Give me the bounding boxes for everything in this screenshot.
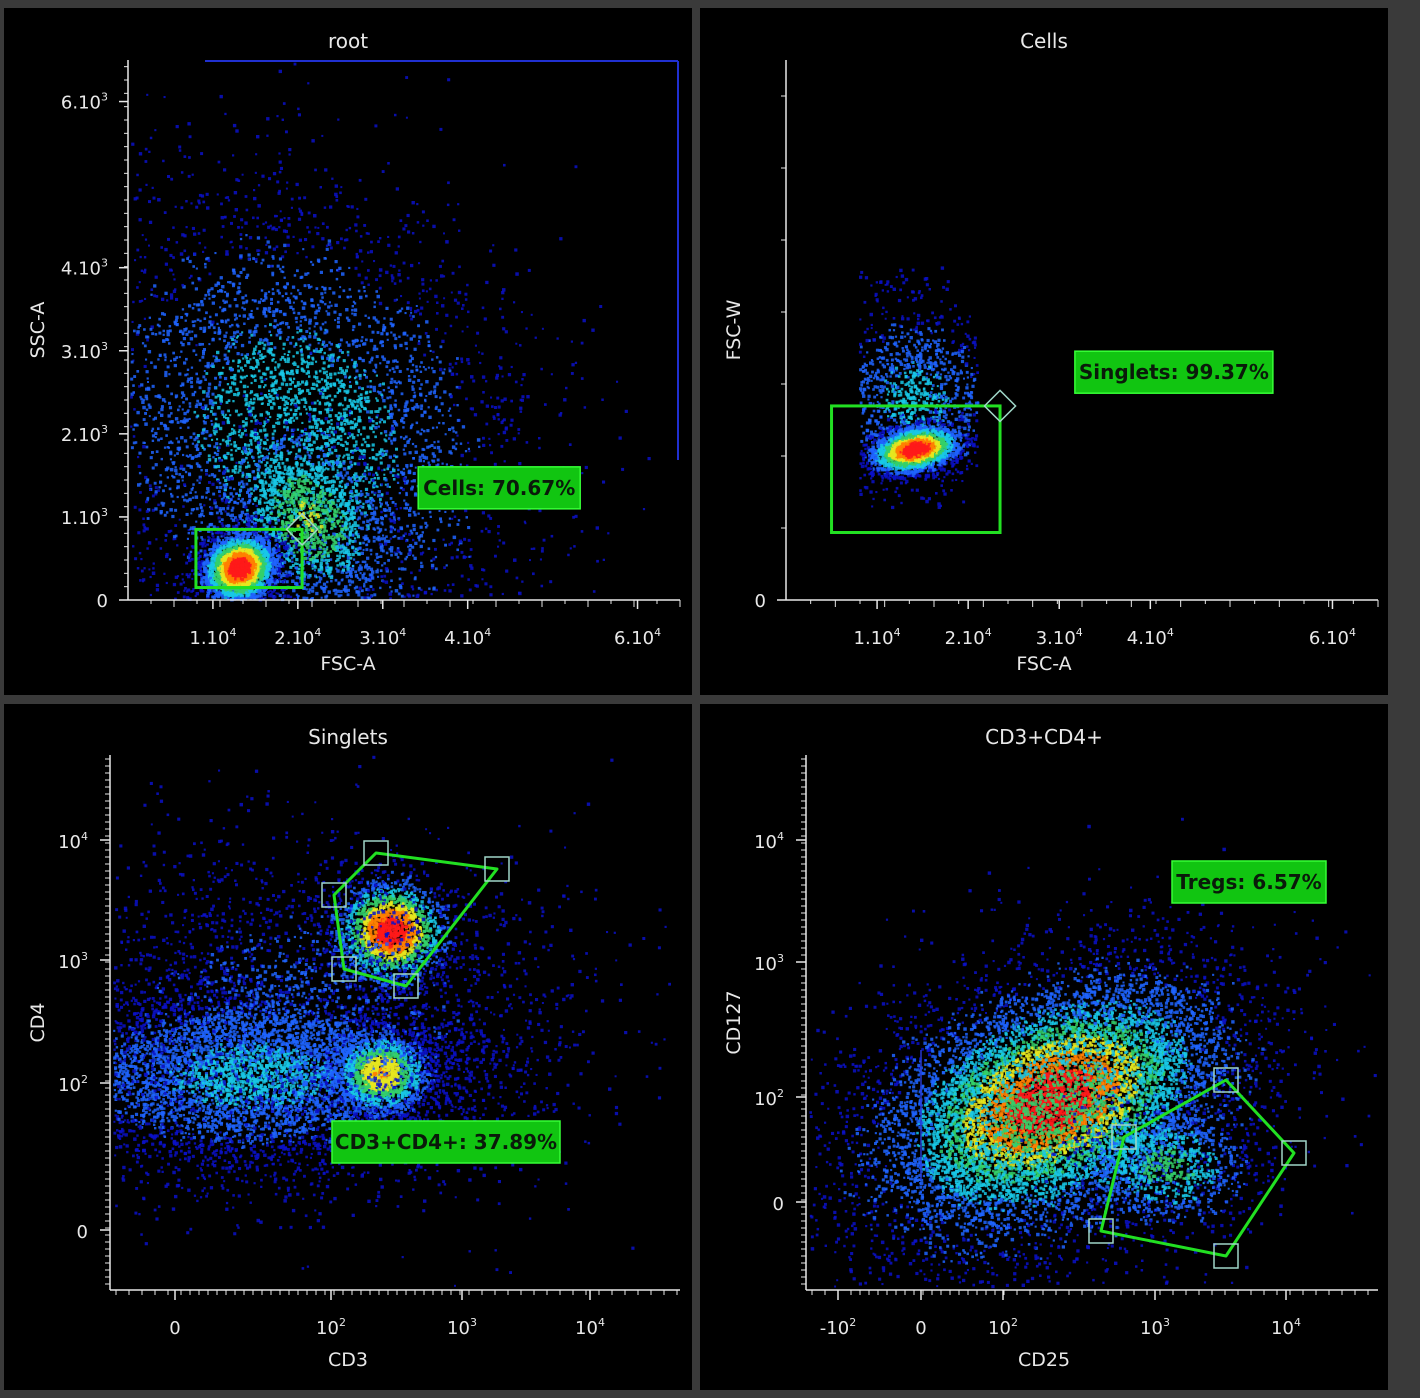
x-tick-label: 2.104 (945, 626, 992, 649)
gate-label[interactable]: Singlets: 99.37% (1074, 350, 1274, 394)
axes: -102 0 102 103 104 0 102 103 104 (754, 755, 1378, 1339)
x-tick-label: 102 (316, 1316, 346, 1339)
y-tick-label: 104 (754, 830, 784, 853)
gate-label-box (1074, 350, 1274, 394)
x-tick-label: 3.104 (359, 626, 406, 649)
x-tick-label: 102 (988, 1316, 1018, 1339)
plot-panel-3[interactable]: Singlets CD3 CD4 0 102 103 104 0 102 103 104 CD3+CD… (4, 704, 692, 1390)
x-tick-label: 103 (447, 1316, 477, 1339)
plot-background (700, 8, 1388, 695)
gate-label-text: CD3+CD4+: 37.89% (335, 1130, 557, 1154)
gate-label-text: Tregs: 6.57% (1176, 870, 1321, 894)
gate-label-text: Singlets: 99.37% (1079, 360, 1269, 384)
plot-panel-4[interactable]: CD3+CD4+ CD25 CD127 -102 0 102 103 104 0 102 103 10… (700, 704, 1388, 1390)
gate-label[interactable]: CD3+CD4+: 37.89% (331, 1120, 561, 1164)
x-tick-label: 2.104 (274, 626, 321, 649)
gate-tregs[interactable] (1088, 1067, 1307, 1269)
y-tick-label: 102 (58, 1073, 88, 1096)
x-tick-label: 6.104 (614, 626, 661, 649)
gate-vertex-handle-2[interactable] (393, 973, 419, 999)
y-tick-label: 1.103 (61, 506, 108, 529)
gate-vertex-handle-1[interactable] (484, 856, 510, 882)
panel-3-density (113, 755, 671, 1287)
y-axis-label: CD127 (723, 990, 745, 1054)
axes: 0 102 103 104 0 102 103 104 (58, 755, 680, 1339)
y-axis-label: FSC-W (723, 299, 745, 360)
x-tick-label: 4.104 (1127, 626, 1174, 649)
y-tick-label: 0 (773, 1194, 784, 1215)
y-tick-label: 103 (58, 950, 88, 973)
gate-singlets[interactable] (830, 389, 1017, 534)
gate-vertex-handle-4[interactable] (321, 882, 347, 908)
y-tick-label: 102 (754, 1087, 784, 1110)
x-tick-label: 0 (169, 1318, 180, 1339)
gate-vertex-handle-2[interactable] (1213, 1243, 1239, 1269)
gate-vertex-handle-4[interactable] (1111, 1124, 1137, 1150)
y-tick-label: 3.103 (61, 340, 108, 363)
gate-vertex-handle-3[interactable] (331, 956, 357, 982)
x-tick-label: 0 (915, 1318, 926, 1339)
y-axis-label: SSC-A (27, 302, 49, 359)
gate-vertex-handle-0[interactable] (363, 840, 389, 866)
x-axis-label: CD3 (328, 1349, 368, 1371)
gate-rectangle[interactable] (194, 527, 304, 590)
panel-1-density (130, 62, 651, 602)
gate-polygon[interactable] (332, 851, 499, 988)
y-tick-label: 0 (77, 1222, 88, 1243)
gate-rectangle[interactable] (830, 404, 1002, 534)
x-axis-label: FSC-A (320, 653, 375, 675)
gate-label-box (331, 1120, 561, 1164)
x-tick-label: 1.104 (189, 626, 236, 649)
gate-cd3pcd4p[interactable] (321, 840, 510, 999)
x-axis-label: FSC-A (1016, 653, 1071, 675)
y-tick-label: 0 (755, 591, 766, 612)
plot-title: Cells (1020, 29, 1068, 53)
y-tick-label: 4.103 (61, 257, 108, 280)
y-tick-label: 0 (97, 591, 108, 612)
gate-resize-handle[interactable] (285, 512, 319, 547)
y-tick-label: 104 (58, 830, 88, 853)
y-tick-label: 2.103 (61, 423, 108, 446)
x-axis-label: CD25 (1018, 1349, 1070, 1371)
gate-vertex-handle-3[interactable] (1088, 1218, 1114, 1244)
x-tick-label: 4.104 (444, 626, 491, 649)
plot-title: CD3+CD4+ (985, 725, 1103, 749)
gate-label-box (417, 466, 581, 510)
axes: 1.104 2.104 3.104 4.104 6.104 0 1.103 2.103 3.10… (61, 60, 681, 649)
gate-label-text: Cells: 70.67% (423, 476, 575, 500)
x-tick-label: 1.104 (854, 626, 901, 649)
gate-label-box (1171, 860, 1327, 904)
panel-4-density (809, 817, 1377, 1289)
plot-title: root (328, 29, 368, 53)
y-axis-label: CD4 (27, 1003, 49, 1043)
x-tick-label: 6.104 (1309, 626, 1356, 649)
y-tick-label: 6.103 (61, 91, 108, 114)
gate-resize-handle[interactable] (983, 389, 1017, 423)
axes: 1.104 2.104 3.104 4.104 6.104 0 (755, 60, 1379, 649)
y-tick-label: 103 (754, 952, 784, 975)
gate-label[interactable]: Tregs: 6.57% (1171, 860, 1327, 904)
gate-vertex-handle-0[interactable] (1213, 1067, 1239, 1093)
x-tick-label: -102 (820, 1316, 856, 1339)
x-tick-label: 104 (1271, 1316, 1301, 1339)
plot-panel-1[interactable]: root FSC-A SSC-A 1.104 2.104 3.104 4.104 6.104 0… (4, 8, 692, 695)
gate-label[interactable]: Cells: 70.67% (417, 466, 581, 510)
x-tick-label: 104 (575, 1316, 605, 1339)
x-tick-label: 3.104 (1036, 626, 1083, 649)
plot-title: Singlets (308, 725, 388, 749)
x-tick-label: 103 (1140, 1316, 1170, 1339)
plot-background (4, 704, 692, 1390)
gate-cells[interactable] (194, 512, 319, 590)
gate-vertex-handle-1[interactable] (1281, 1140, 1307, 1166)
plot-panel-2[interactable]: Cells FSC-A FSC-W 1.104 2.104 3.104 4.104 6.104… (700, 8, 1388, 695)
